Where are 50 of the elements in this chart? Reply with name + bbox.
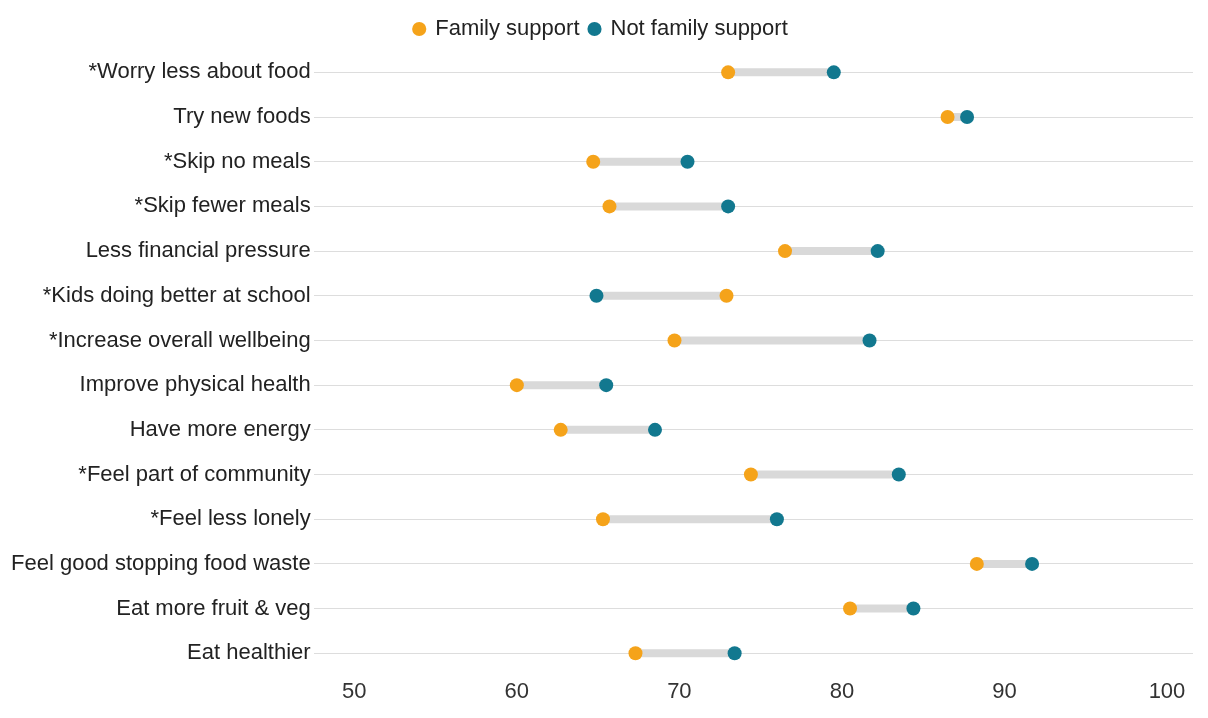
- point: [940, 110, 955, 125]
- y-tick-label: Feel good stopping food waste: [11, 549, 311, 575]
- y-tick-label: Try new foods: [173, 103, 311, 129]
- point: [969, 556, 984, 571]
- y-tick-label: Eat healthier: [187, 639, 311, 665]
- point: [960, 110, 975, 125]
- point: [891, 467, 906, 482]
- y-tick-label: *Skip fewer meals: [134, 192, 311, 218]
- x-tick-label: 80: [829, 677, 855, 703]
- point: [906, 601, 921, 616]
- point: [647, 422, 662, 437]
- point: [667, 333, 682, 348]
- x-tick-label: 100: [1148, 677, 1186, 703]
- x-tick-label: 90: [992, 677, 1017, 703]
- point: [595, 512, 610, 527]
- legend-label: Family support: [435, 15, 580, 41]
- point: [769, 512, 784, 527]
- point: [599, 378, 614, 393]
- legend-label: Not family support: [610, 15, 788, 41]
- point: [509, 378, 524, 393]
- point: [727, 646, 742, 661]
- point: [843, 601, 858, 616]
- point: [589, 288, 604, 303]
- point: [721, 199, 736, 214]
- y-tick-label: *Increase overall wellbeing: [48, 326, 311, 352]
- y-tick-label: Have more energy: [129, 415, 311, 441]
- y-tick-label: Eat more fruit & veg: [116, 594, 311, 620]
- point: [721, 65, 736, 80]
- y-tick-label: Improve physical health: [79, 371, 311, 397]
- y-tick-label: *Worry less about food: [88, 58, 311, 84]
- point: [778, 244, 793, 259]
- point: [826, 65, 841, 80]
- point: [743, 467, 758, 482]
- y-tick-label: *Feel part of community: [78, 460, 311, 486]
- point: [862, 333, 877, 348]
- point: [628, 646, 643, 661]
- point: [602, 199, 617, 214]
- y-tick-label: *Kids doing better at school: [42, 281, 311, 307]
- y-tick-label: *Feel less lonely: [150, 505, 311, 531]
- x-tick-label: 50: [342, 677, 367, 703]
- point: [1025, 556, 1040, 571]
- point: [680, 154, 695, 169]
- point: [870, 244, 885, 259]
- x-tick-label: 70: [667, 677, 692, 703]
- y-tick-label: *Skip no meals: [163, 147, 311, 173]
- point: [553, 422, 568, 437]
- point: [719, 288, 734, 303]
- point: [586, 154, 601, 169]
- y-tick-label: Less financial pressure: [85, 237, 311, 263]
- x-tick-label: 60: [504, 677, 530, 703]
